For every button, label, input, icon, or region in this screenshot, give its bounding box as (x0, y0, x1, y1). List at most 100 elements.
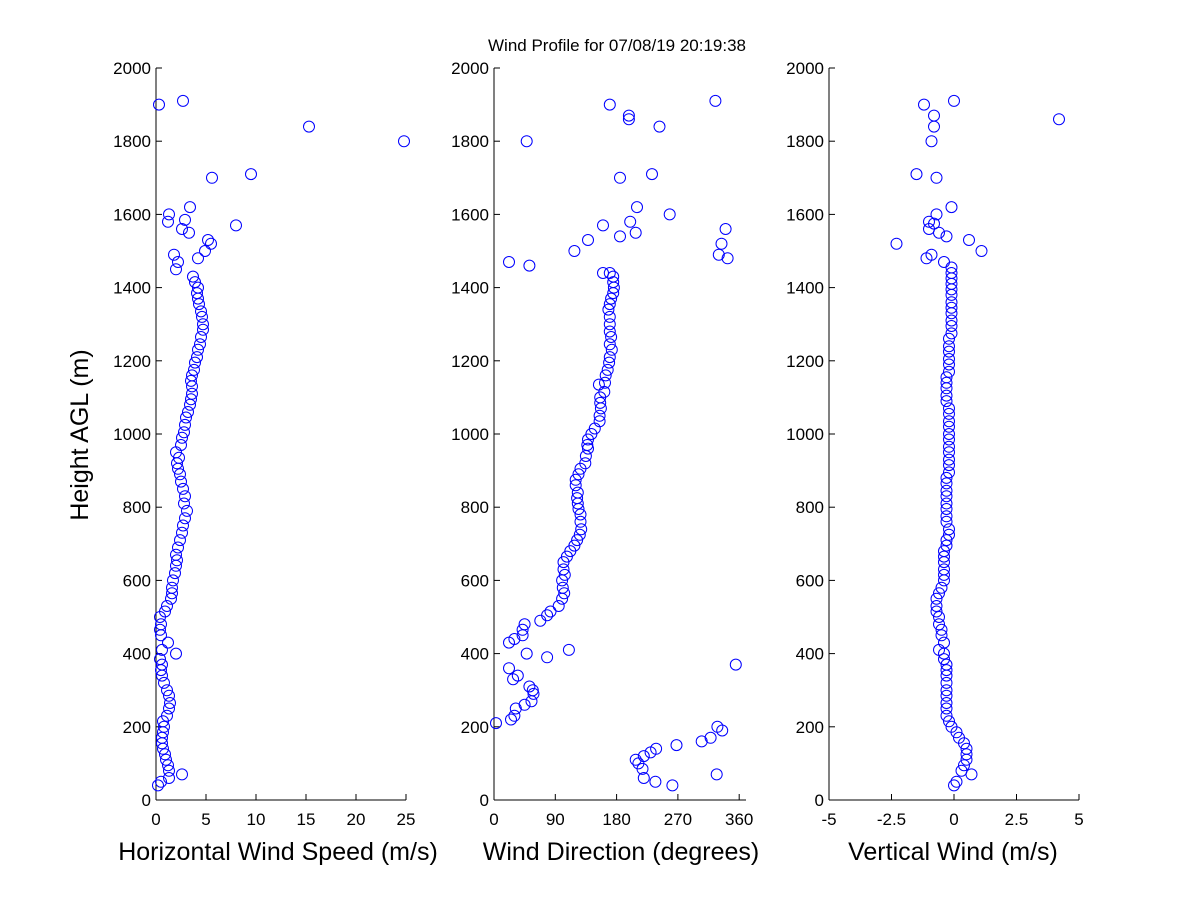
data-point (525, 695, 538, 708)
data-point (930, 171, 943, 184)
data-point (523, 259, 536, 272)
y-tick-label: 600 (461, 571, 489, 590)
data-point (192, 343, 204, 356)
data-point (178, 426, 190, 439)
data-point (938, 256, 950, 268)
data-point (544, 605, 557, 618)
data-point (925, 248, 938, 261)
data-point (192, 252, 204, 265)
data-point (933, 587, 945, 600)
data-point (518, 618, 531, 631)
data-point (663, 208, 676, 221)
data-point (579, 457, 592, 470)
data-point (918, 98, 930, 111)
data-point (163, 772, 175, 784)
data-point (178, 497, 190, 510)
data-point (505, 713, 517, 726)
data-point (601, 363, 614, 376)
data-point (928, 120, 940, 133)
data-point (943, 353, 955, 365)
y-tick-label: 1600 (113, 205, 151, 224)
data-point (599, 369, 612, 382)
data-point (156, 643, 168, 656)
data-point (153, 98, 165, 111)
data-point (552, 600, 565, 612)
data-point (161, 709, 173, 722)
data-point (930, 592, 943, 605)
data-point (670, 739, 683, 752)
y-tick-label: 1800 (113, 132, 151, 151)
x-tick-label: 15 (297, 810, 316, 829)
data-point (704, 731, 717, 744)
y-tick-label: 800 (796, 498, 824, 517)
vertical-wind-axis-title: Vertical Wind (m/s) (848, 838, 1058, 866)
y-tick-label: 1200 (786, 352, 824, 371)
data-point (943, 358, 955, 371)
data-point (943, 459, 955, 472)
data-point (195, 331, 207, 343)
data-point (181, 504, 193, 517)
data-point (186, 387, 198, 400)
data-point (945, 327, 958, 340)
data-point (637, 772, 650, 784)
data-point (170, 548, 182, 561)
data-point (943, 466, 955, 479)
data-point (185, 393, 197, 406)
y-tick-label: 1000 (113, 425, 151, 444)
data-point (940, 490, 953, 503)
data-point (568, 245, 581, 257)
data-point (187, 270, 199, 283)
data-point (940, 484, 953, 497)
y-tick-label: 1400 (786, 279, 824, 298)
data-point (503, 256, 515, 268)
data-point (180, 411, 192, 424)
data-point (933, 618, 945, 631)
y-tick-label: 200 (123, 718, 151, 737)
data-point (629, 753, 642, 766)
data-point (163, 208, 175, 221)
data-point (176, 526, 188, 539)
data-point (176, 223, 188, 235)
y-tick-label: 0 (480, 791, 489, 810)
data-point (197, 323, 209, 336)
data-point (574, 508, 587, 521)
data-point (940, 497, 953, 510)
data-point (940, 471, 953, 484)
data-point (245, 168, 257, 181)
data-point (605, 343, 618, 356)
data-point (170, 647, 182, 660)
x-tick-label: -5 (821, 810, 836, 829)
data-point (940, 376, 953, 389)
data-point (520, 647, 533, 660)
data-point (935, 623, 948, 636)
data-point (943, 440, 955, 453)
data-point (195, 305, 207, 318)
data-point (508, 633, 521, 645)
data-point (940, 515, 953, 528)
y-tick-label: 1600 (451, 205, 489, 224)
data-point (562, 643, 575, 656)
data-point (603, 356, 616, 369)
data-point (189, 276, 201, 289)
y-tick-label: 400 (123, 645, 151, 664)
horizontal-speed-axes: 0 200 400 600 800 1000 1200 1400 1600 1800 2000 0 5 1… (113, 59, 415, 829)
data-point (948, 779, 960, 792)
data-point (176, 768, 188, 781)
x-tick-label: 10 (247, 810, 266, 829)
data-point (935, 581, 948, 594)
data-point (945, 267, 958, 279)
data-point (194, 338, 206, 351)
data-point (938, 653, 950, 666)
panel-wind-direction: 0 200 400 600 800 1000 1200 1400 1600 1800 2000 0 90… (451, 59, 759, 866)
data-point (938, 550, 950, 563)
y-tick-label: 1000 (786, 425, 824, 444)
data-point (593, 409, 606, 422)
data-point (174, 468, 186, 481)
data-point (603, 338, 616, 351)
data-point (607, 276, 620, 289)
data-point (928, 217, 940, 230)
data-point (170, 263, 182, 276)
data-point (581, 439, 594, 451)
horizontal-speed-axis-title: Horizontal Wind Speed (m/s) (118, 838, 438, 866)
x-tick-label: 270 (664, 810, 692, 829)
